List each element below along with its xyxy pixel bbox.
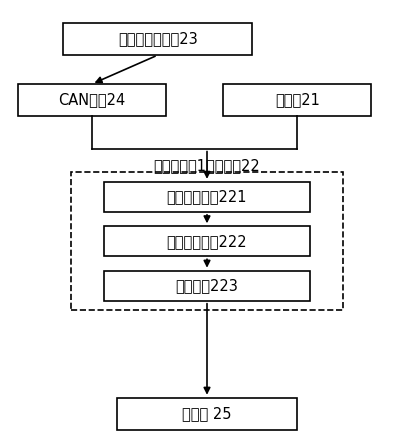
Bar: [104, 226, 309, 257]
Text: 数据分析模块222: 数据分析模块222: [166, 234, 247, 249]
Text: 离合器 25: 离合器 25: [182, 406, 231, 421]
Bar: [104, 182, 309, 212]
Bar: [116, 398, 297, 430]
Text: 发动机管理系绳23: 发动机管理系绳23: [117, 32, 197, 46]
Text: 传感器21: 传感器21: [274, 93, 319, 108]
Bar: [18, 84, 166, 116]
Bar: [223, 84, 370, 116]
Text: 控制模块223: 控制模块223: [175, 278, 238, 293]
Text: 数据获取模块221: 数据获取模块221: [166, 190, 247, 204]
Text: CAN总线24: CAN总线24: [58, 93, 125, 108]
Bar: [71, 173, 342, 310]
Text: 自动变速符1控制单元22: 自动变速符1控制单元22: [153, 158, 260, 173]
Bar: [104, 270, 309, 301]
Bar: [63, 23, 252, 55]
